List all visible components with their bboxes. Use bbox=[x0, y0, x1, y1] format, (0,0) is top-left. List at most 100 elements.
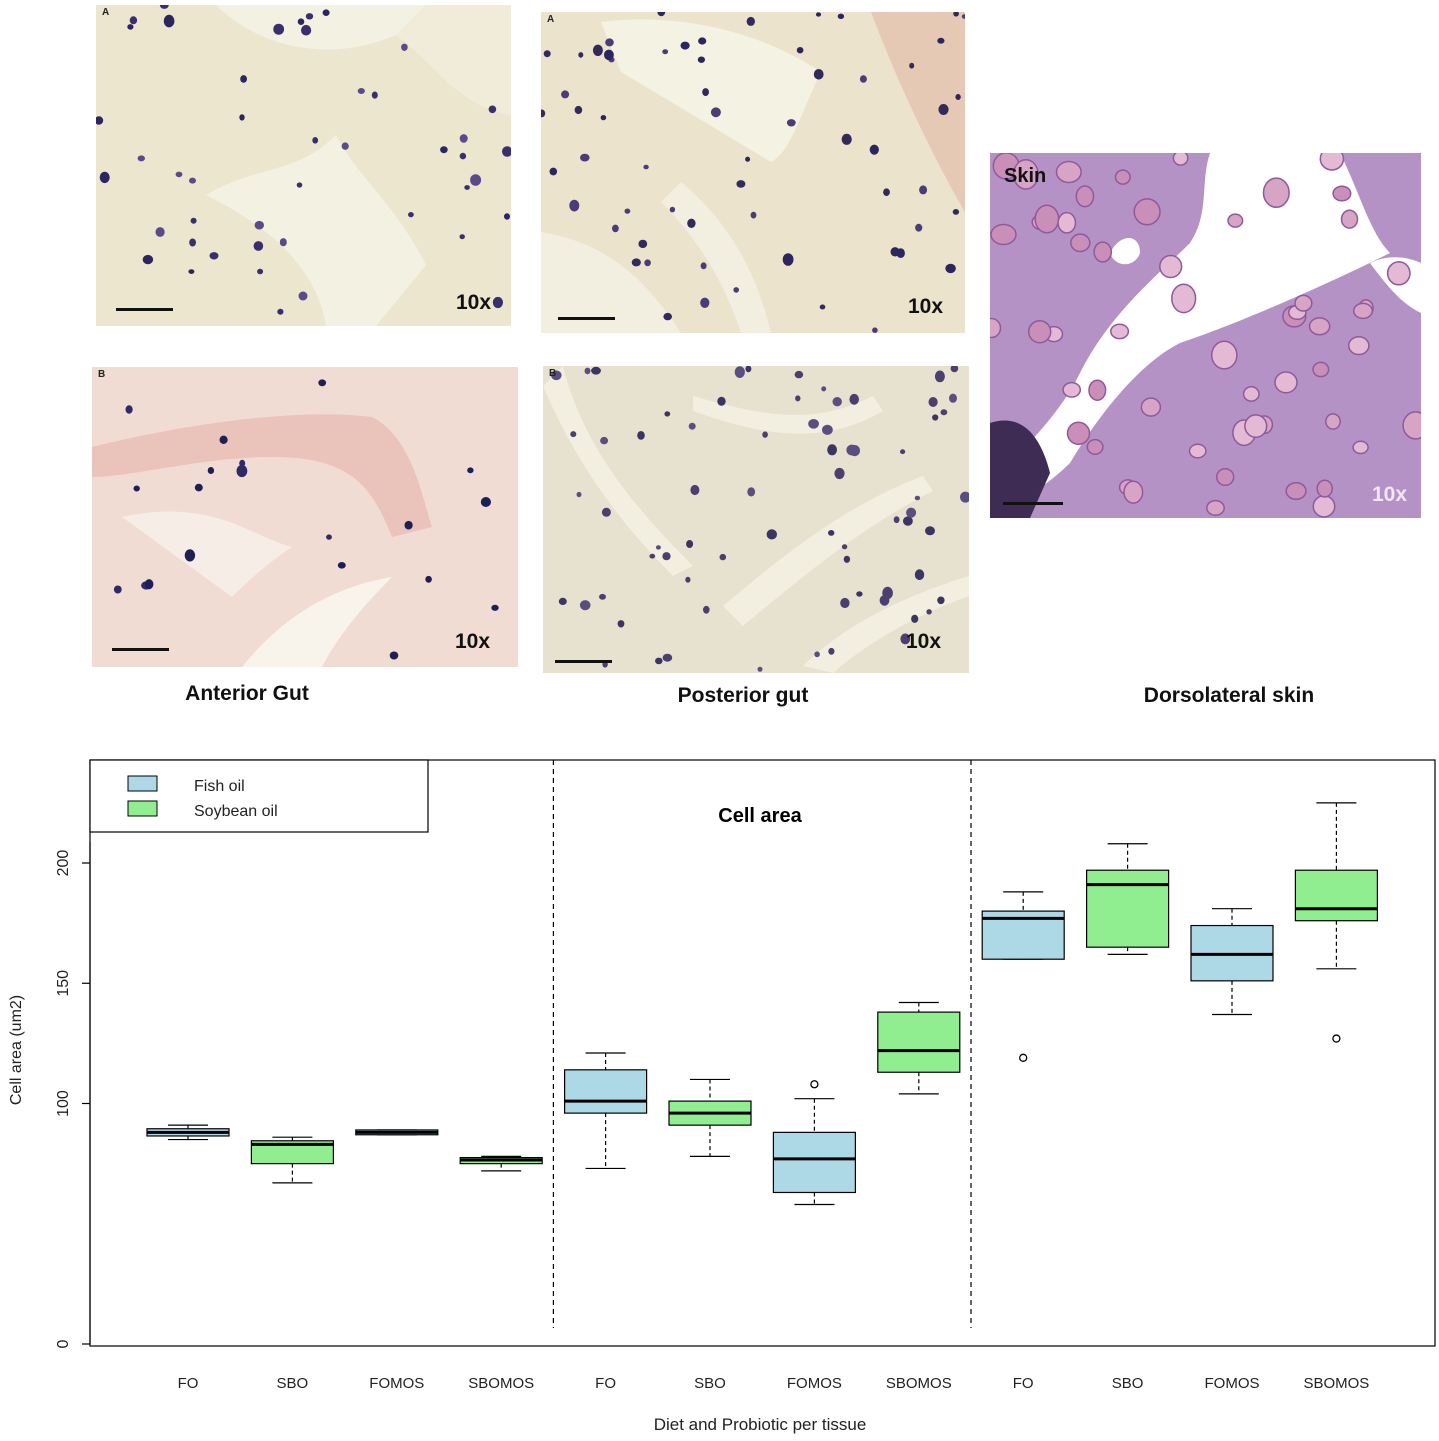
stained-cell bbox=[662, 49, 669, 55]
stained-cell bbox=[194, 483, 203, 492]
stained-cell bbox=[1171, 283, 1197, 314]
tissue-texture bbox=[990, 153, 1421, 518]
stained-cell bbox=[584, 367, 591, 375]
stained-cell bbox=[137, 155, 145, 162]
stained-cell bbox=[1352, 302, 1374, 320]
stained-cell bbox=[239, 114, 245, 121]
stained-cell bbox=[549, 167, 558, 176]
stained-cell bbox=[960, 491, 969, 503]
stained-cell bbox=[719, 553, 727, 561]
stained-cell bbox=[127, 24, 134, 30]
legend: Fish oil Soybean oil bbox=[89, 759, 429, 833]
stained-cell bbox=[600, 436, 609, 445]
stained-cell bbox=[815, 12, 822, 17]
stained-cell bbox=[687, 218, 696, 228]
stained-cell bbox=[236, 464, 248, 478]
stained-cell bbox=[686, 540, 694, 548]
stained-cell bbox=[1319, 153, 1345, 171]
stained-cell bbox=[883, 188, 890, 196]
stained-cell bbox=[961, 14, 965, 19]
stained-cell bbox=[914, 569, 925, 581]
stained-cell bbox=[782, 253, 794, 266]
stained-cell bbox=[1027, 319, 1052, 344]
stained-cell bbox=[142, 254, 154, 265]
stained-cell bbox=[786, 119, 796, 127]
stained-cell bbox=[1086, 438, 1104, 455]
caption-anterior-gut: Anterior Gut bbox=[185, 682, 309, 705]
stained-cell bbox=[502, 146, 511, 157]
stained-cell bbox=[893, 516, 900, 524]
stained-cell bbox=[1347, 335, 1370, 356]
box-fomos-2 bbox=[355, 1129, 439, 1136]
stained-cell bbox=[1325, 413, 1341, 430]
stained-cell bbox=[700, 262, 707, 270]
stained-cell bbox=[253, 241, 264, 251]
legend-label-soybean-oil: Soybean oil bbox=[194, 803, 278, 820]
x-tick-label: SBO bbox=[694, 1375, 726, 1392]
iqr-box bbox=[1085, 869, 1170, 948]
magnification-label: 10x bbox=[456, 291, 492, 314]
stained-cell bbox=[592, 44, 603, 56]
stained-cell bbox=[144, 579, 154, 590]
micrograph-anterior-gut-b: B 10x bbox=[92, 367, 518, 667]
y-tick-label: 0 bbox=[55, 1339, 72, 1348]
stained-cell bbox=[937, 596, 945, 605]
stained-cell bbox=[794, 370, 804, 379]
stained-cell bbox=[915, 223, 923, 232]
stained-cell bbox=[551, 370, 562, 381]
stained-cell bbox=[459, 134, 468, 143]
x-tick-label: FO bbox=[595, 1375, 616, 1392]
stained-cell bbox=[1057, 211, 1077, 234]
stained-cell bbox=[717, 396, 726, 406]
x-tick-label: SBO bbox=[277, 1375, 309, 1392]
stained-cell bbox=[569, 199, 580, 212]
stained-cell bbox=[900, 633, 911, 645]
micrograph-posterior-gut-a: A 10x bbox=[541, 12, 965, 333]
stained-cell bbox=[832, 397, 842, 407]
stained-cell bbox=[903, 516, 913, 526]
stained-cell bbox=[733, 287, 739, 293]
stained-cell bbox=[464, 185, 470, 190]
scale-bar bbox=[116, 308, 173, 311]
stained-cell bbox=[298, 291, 308, 301]
stained-cell bbox=[934, 370, 945, 383]
legend-swatch-fish-oil bbox=[127, 775, 158, 792]
stained-cell bbox=[685, 576, 691, 583]
stained-cell bbox=[703, 605, 710, 614]
stained-cell bbox=[605, 38, 614, 47]
stained-cell bbox=[99, 171, 110, 184]
stained-cell bbox=[1093, 241, 1113, 263]
stained-cell bbox=[856, 591, 863, 597]
stained-cell bbox=[404, 520, 413, 530]
stained-cell bbox=[937, 37, 945, 44]
stained-cell bbox=[940, 409, 948, 416]
stained-cell bbox=[637, 431, 645, 440]
stained-cell bbox=[254, 220, 264, 230]
stained-cell bbox=[1070, 233, 1091, 253]
stained-cell bbox=[1242, 386, 1260, 402]
stained-cell bbox=[900, 449, 906, 455]
scale-bar bbox=[555, 660, 612, 663]
stained-cell bbox=[600, 115, 607, 121]
stained-cell bbox=[846, 444, 858, 456]
box-fo-8 bbox=[981, 891, 1065, 1062]
stained-cell bbox=[837, 13, 845, 19]
panel-letter: B bbox=[98, 369, 106, 380]
stained-cell bbox=[425, 575, 432, 583]
stained-cell bbox=[662, 653, 673, 662]
stained-cell bbox=[129, 16, 138, 25]
stained-cell bbox=[159, 5, 169, 9]
stained-cell bbox=[690, 484, 700, 496]
stained-cell bbox=[745, 366, 752, 373]
stained-cell bbox=[1034, 204, 1060, 234]
stained-cell bbox=[655, 657, 663, 665]
iqr-box bbox=[250, 1140, 334, 1165]
stained-cell bbox=[279, 238, 287, 247]
stained-cell bbox=[591, 366, 601, 375]
stained-cell bbox=[822, 424, 833, 435]
stained-cell bbox=[869, 144, 879, 155]
y-axis: 0 100 150 200 bbox=[55, 842, 91, 1348]
stained-cell bbox=[470, 174, 482, 186]
stained-cell bbox=[189, 177, 196, 184]
stained-cell bbox=[1159, 254, 1183, 279]
